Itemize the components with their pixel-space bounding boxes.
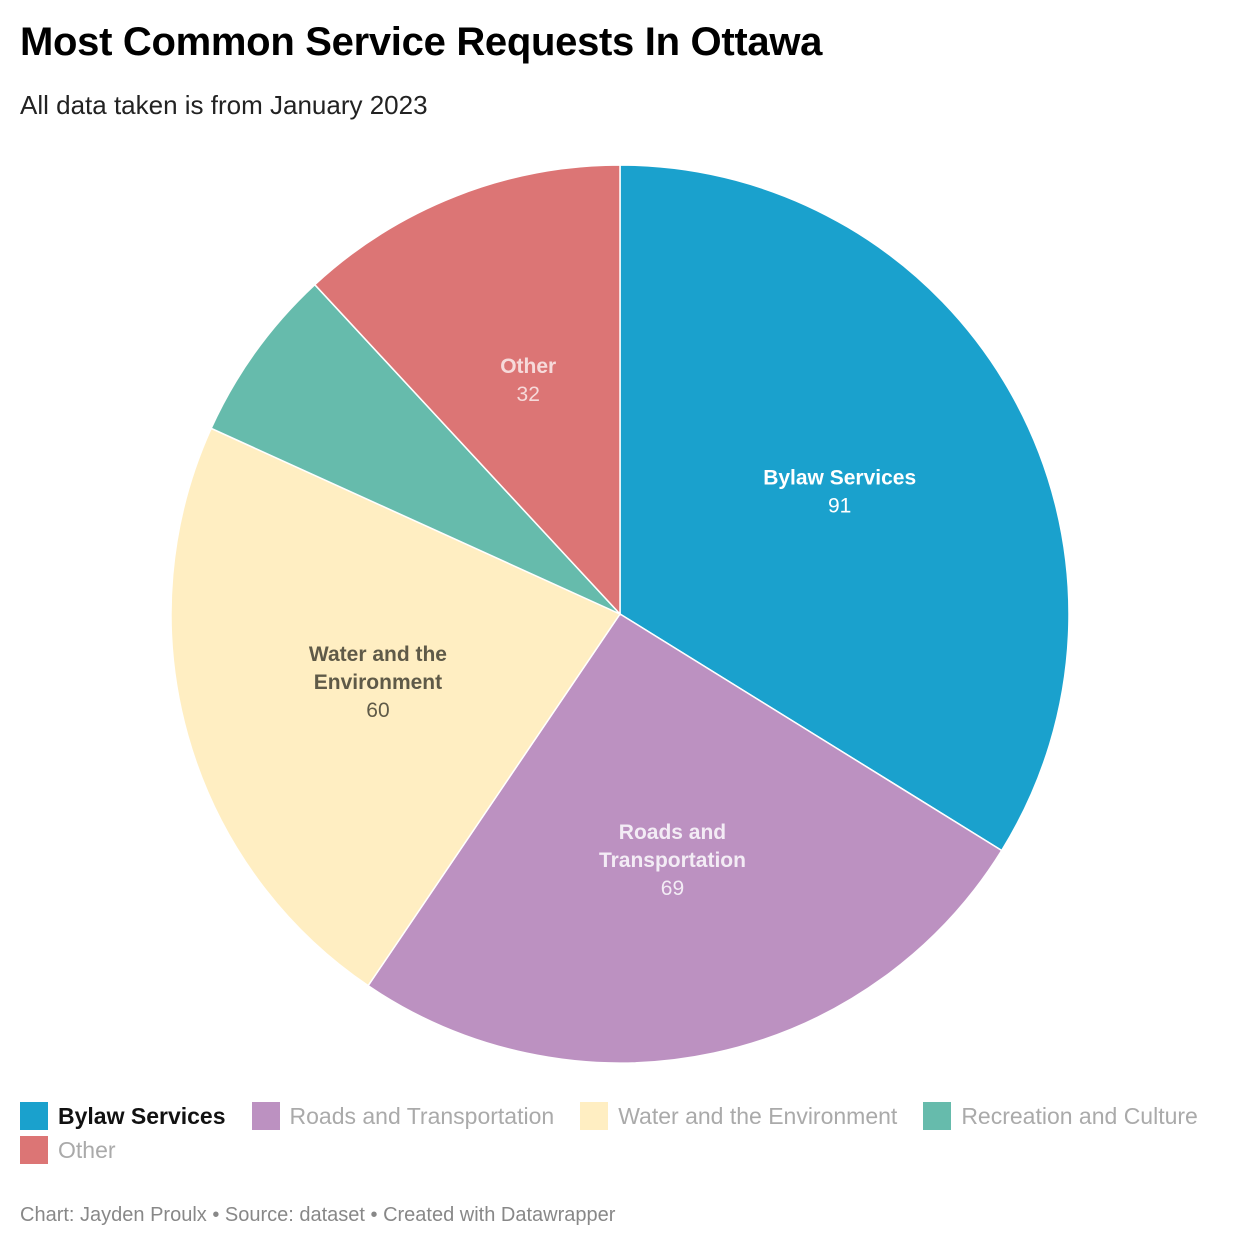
slice-label: Environment bbox=[314, 671, 442, 694]
slice-label-group: Roads and Transportation 69 bbox=[599, 821, 746, 900]
slice-label: Water and the bbox=[309, 643, 447, 666]
slice-label: Bylaw Services bbox=[763, 467, 916, 490]
chart-title: Most Common Service Requests In Ottawa bbox=[20, 20, 823, 64]
legend-item-water-and-the-environment[interactable]: Water and the Environment bbox=[580, 1102, 897, 1130]
legend-swatch bbox=[923, 1102, 952, 1130]
legend-label: Bylaw Services bbox=[58, 1102, 226, 1129]
legend-item-roads-and-transportation[interactable]: Roads and Transportation bbox=[251, 1102, 555, 1130]
slice-label: Transportation bbox=[599, 849, 746, 872]
legend-swatch bbox=[251, 1102, 280, 1130]
slice-value-label: 32 bbox=[517, 383, 540, 406]
pie-chart: Bylaw Services 91 Roads and Transportation 6… bbox=[170, 164, 1070, 1064]
legend-item-bylaw-services[interactable]: Bylaw Services bbox=[20, 1102, 226, 1130]
pie-slice-other[interactable] bbox=[313, 164, 621, 616]
slice-label-group: Bylaw Services 91 bbox=[763, 467, 916, 518]
legend: Bylaw Services Roads and Transportation Wa… bbox=[20, 1102, 1230, 1164]
legend-item-recreation-and-culture[interactable]: Recreation and Culture bbox=[923, 1102, 1198, 1130]
legend-label: Water and the Environment bbox=[618, 1102, 898, 1129]
chart-credits: Chart: Jayden Proulx • Source: dataset •… bbox=[20, 1204, 616, 1226]
pie-slice-roads-and-transportation[interactable] bbox=[367, 612, 1003, 1064]
slice-value-label: 69 bbox=[661, 877, 684, 900]
chart-subtitle: All data taken is from January 2023 bbox=[20, 90, 428, 120]
legend-label: Roads and Transportation bbox=[289, 1102, 555, 1129]
slice-label-group: Other 32 bbox=[500, 355, 556, 406]
pie-slice-water-and-the-environment[interactable] bbox=[170, 427, 622, 987]
legend-item-other[interactable]: Other bbox=[20, 1136, 116, 1164]
pie-slice-recreation-and-culture[interactable] bbox=[210, 283, 621, 615]
slice-value-label: 60 bbox=[366, 699, 389, 722]
legend-swatch bbox=[20, 1102, 48, 1130]
slice-value-label: 91 bbox=[828, 495, 851, 518]
slice-label: Roads and bbox=[619, 821, 726, 844]
slice-label-group: Water and the Environment 60 bbox=[309, 643, 447, 722]
legend-label: Recreation and Culture bbox=[961, 1102, 1198, 1129]
legend-swatch bbox=[580, 1102, 609, 1130]
legend-swatch bbox=[20, 1136, 48, 1164]
pie-slice-bylaw-services[interactable] bbox=[619, 164, 1070, 852]
legend-label: Other bbox=[58, 1136, 116, 1163]
slice-label: Other bbox=[500, 355, 556, 378]
